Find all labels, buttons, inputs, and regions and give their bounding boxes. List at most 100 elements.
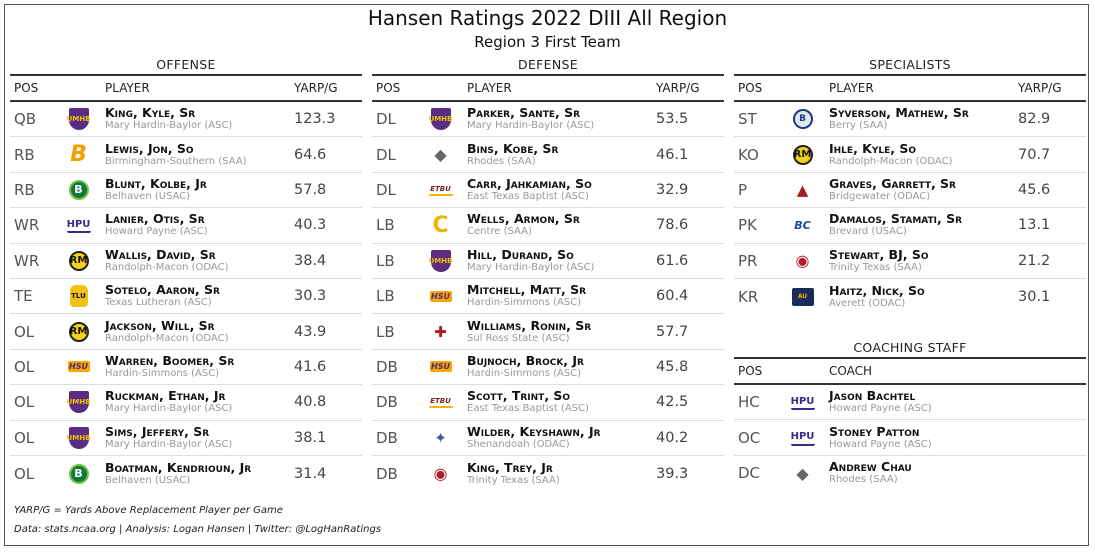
player-school: Hardin-Simmons (ASC): [467, 367, 582, 379]
table-row: DB ✦ Wilder, Keyshawn, Jr Shenandoah (ODAC)…: [372, 421, 724, 456]
player-cell: Jackson, Will, Sr Randolph-Macon (ODAC): [103, 318, 294, 345]
tiger-icon: ◉: [795, 251, 810, 271]
yarp-value: 53.5: [656, 111, 689, 128]
table-row: QB UMHB King, Kyle, Sr Mary Hardin-Baylor (…: [10, 102, 362, 138]
centre-c-icon: C: [432, 212, 449, 238]
position-cell: RB: [14, 180, 35, 199]
coaching-section: COACHING STAFF POS COACH HC HPU Jason Bach…: [734, 338, 1086, 491]
coach-header: COACH: [829, 364, 873, 378]
position-cell: KO: [738, 145, 759, 164]
table-row: OL UMHB Ruckman, Ethan, Jr Mary Hardin-Bayl…: [10, 385, 362, 421]
player-cell: Bujnoch, Brock, Jr Hardin-Simmons (ASC): [465, 352, 656, 380]
hpu-icon: HPU: [790, 394, 815, 411]
player-name: Ruckman, Ethan, Jr: [105, 388, 226, 404]
offense-section: OFFENSE POS PLAYER YARP/G QB UMHB King, Ky…: [10, 55, 362, 491]
umhb-shield-icon: UMHB: [67, 391, 90, 414]
yarp-value: 45.6: [1018, 181, 1051, 198]
player-name: Williams, Ronin, Sr: [467, 317, 592, 333]
position-cell: DL: [376, 110, 396, 129]
table-row: ST B Syverson, Mathew, Sr Berry (SAA) 82.9: [734, 102, 1086, 138]
specialists-section: SPECIALISTS POS PLAYER YARP/G ST B Syverso…: [734, 55, 1086, 314]
player-school: Hardin-Simmons (ASC): [467, 297, 582, 309]
logo-cell: B: [778, 109, 827, 130]
table-row: LB UMHB Hill, Durand, So Mary Hardin-Baylor…: [372, 244, 724, 279]
logo-cell: RM: [778, 144, 827, 165]
etbu-icon: ETBU: [428, 396, 453, 409]
table-row: DL ETBU Carr, Jahkamian, So East Texas Bapt…: [372, 173, 724, 209]
position-cell: DB: [376, 464, 398, 483]
player-cell: Wilder, Keyshawn, Jr Shenandoah (ODAC): [465, 424, 656, 451]
player-cell: Andrew Chau Rhodes (SAA): [827, 460, 1086, 486]
position-cell: DB: [376, 357, 398, 376]
player-cell: Mitchell, Matt, Sr Hardin-Simmons (ASC): [465, 283, 656, 309]
eagle-icon: ▲: [796, 180, 809, 199]
position-cell: DL: [376, 145, 396, 164]
player-name: Bins, Kobe, Sr: [467, 140, 559, 156]
hsu-icon: HSU: [429, 290, 452, 302]
yarp-value: 40.2: [656, 429, 689, 446]
position-cell: ST: [738, 110, 757, 129]
table-row: DL UMHB Parker, Sante, Sr Mary Hardin-Baylo…: [372, 102, 724, 138]
brevard-icon: BC: [794, 218, 811, 232]
player-cell: Graves, Garrett, Sr Bridgewater (ODAC): [827, 176, 1018, 203]
logo-cell: HSU: [54, 361, 103, 373]
player-name: Syverson, Mathew, Sr: [829, 105, 969, 121]
table-row: DC ◆ Andrew Chau Rhodes (SAA): [734, 456, 1086, 491]
player-cell: Haitz, Nick, So Averett (ODAC): [827, 282, 1018, 310]
pos-header: POS: [738, 81, 763, 95]
logo-cell: ETBU: [416, 184, 465, 196]
table-row: LB HSU Mitchell, Matt, Sr Hardin-Simmons (A…: [372, 279, 724, 315]
yarp-value: 45.8: [656, 358, 689, 375]
player-cell: Lanier, Otis, Sr Howard Payne (ASC): [103, 212, 294, 238]
logo-cell: UMHB: [54, 391, 103, 414]
credits-note: Data: stats.ncaa.org | Analysis: Logan H…: [14, 524, 382, 535]
logo-cell: UMHB: [416, 108, 465, 131]
bsc-b-icon: B: [70, 142, 87, 168]
table-row: KO RM Ihle, Kyle, So Randolph-Macon (ODAC) 7…: [734, 137, 1086, 173]
position-cell: OL: [14, 393, 35, 412]
player-name: Wallis, David, Sr: [105, 246, 216, 262]
coaching-header-row: POS COACH: [734, 359, 1086, 385]
umhb-shield-icon: UMHB: [429, 249, 452, 272]
umhb-shield-icon: UMHB: [429, 108, 452, 131]
logo-cell: RM: [54, 321, 103, 342]
hsu-icon: HSU: [429, 361, 452, 373]
belhaven-icon: B: [68, 179, 89, 200]
tlu-icon: TLU: [69, 285, 88, 308]
player-cell: Ihle, Kyle, So Randolph-Macon (ODAC): [827, 141, 1018, 168]
player-name: Haitz, Nick, So: [829, 282, 925, 298]
player-school: Howard Payne (ASC): [105, 226, 208, 238]
yarp-value: 31.4: [294, 465, 327, 482]
logo-cell: UMHB: [54, 108, 103, 131]
player-cell: Syverson, Mathew, Sr Berry (SAA): [827, 106, 1018, 132]
player-school: Trinity Texas (SAA): [467, 474, 560, 486]
table-row: DB HSU Bujnoch, Brock, Jr Hardin-Simmons (A…: [372, 350, 724, 386]
player-cell: Stewart, BJ, So Trinity Texas (SAA): [827, 247, 1018, 274]
player-cell: Parker, Sante, Sr Mary Hardin-Baylor (ASC…: [465, 106, 656, 132]
player-school: Mary Hardin-Baylor (ASC): [105, 403, 233, 415]
logo-cell: ◆: [416, 145, 465, 165]
position-cell: OL: [14, 357, 35, 376]
player-school: East Texas Baptist (ASC): [467, 403, 589, 415]
table-row: DB ◉ King, Trey, Jr Trinity Texas (SAA) 39.3: [372, 456, 724, 491]
yarp-value: 42.5: [656, 394, 689, 411]
defense-section: DEFENSE POS PLAYER YARP/G DL UMHB Parker, …: [372, 55, 724, 491]
logo-cell: HSU: [416, 361, 465, 373]
berry-icon: B: [792, 109, 813, 130]
specialists-header-row: POS PLAYER YARP/G: [734, 76, 1086, 102]
player-cell: Boatman, Kendrioun, Jr Belhaven (USAC): [103, 460, 294, 487]
player-cell: Damalos, Stamati, Sr Brevard (USAC): [827, 212, 1018, 238]
logo-cell: AU: [778, 287, 827, 306]
hpu-icon: HPU: [790, 430, 815, 446]
player-name: Bujnoch, Brock, Jr: [467, 352, 584, 368]
player-name: Lanier, Otis, Sr: [105, 211, 205, 227]
player-cell: Blunt, Kolbe, Jr Belhaven (USAC): [103, 176, 294, 203]
specialists-title: SPECIALISTS: [869, 57, 951, 72]
player-school: Hardin-Simmons (ASC): [105, 367, 220, 379]
player-name: Wells, Armon, Sr: [467, 211, 580, 227]
lynx-icon: ◆: [796, 463, 809, 483]
player-cell: King, Kyle, Sr Mary Hardin-Baylor (ASC): [103, 106, 294, 132]
hpu-icon: HPU: [66, 217, 91, 234]
logo-cell: B: [54, 179, 103, 200]
table-row: DL ◆ Bins, Kobe, Sr Rhodes (SAA) 46.1: [372, 137, 724, 173]
